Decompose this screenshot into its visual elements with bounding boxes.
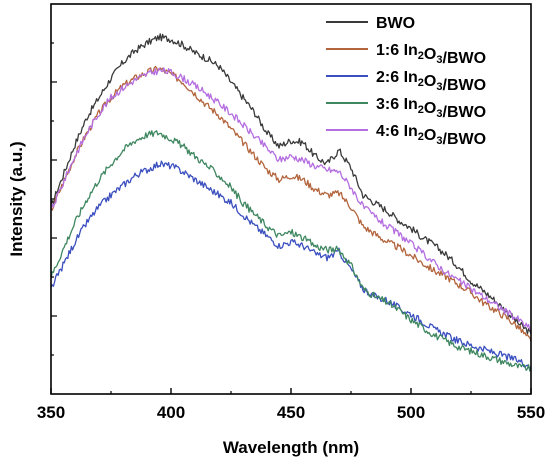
x-axis-ticks: 350 400 450 500 550 bbox=[37, 388, 545, 422]
legend-label-5: 4:6 In2O3/BWO bbox=[376, 123, 486, 148]
series-line-3 bbox=[50, 160, 532, 369]
legend-label-2: 1:6 In2O3/BWO bbox=[376, 42, 486, 67]
series-line-2 bbox=[50, 65, 532, 342]
x-axis-label: Wavelength (nm) bbox=[223, 438, 359, 457]
series-line-1 bbox=[50, 33, 532, 335]
legend-label-3: 2:6 In2O3/BWO bbox=[376, 69, 486, 94]
y-axis-label: Intensity (a.u.) bbox=[7, 141, 26, 256]
legend-label-1: BWO bbox=[376, 15, 415, 32]
x-tick-label: 500 bbox=[397, 403, 425, 422]
x-tick-label: 350 bbox=[37, 403, 65, 422]
y-axis-ticks bbox=[51, 42, 57, 356]
legend-label-4: 3:6 In2O3/BWO bbox=[376, 96, 486, 121]
x-tick-label: 400 bbox=[157, 403, 185, 422]
x-tick-label: 550 bbox=[517, 403, 545, 422]
series-line-4 bbox=[50, 130, 532, 372]
series-line-5 bbox=[50, 67, 531, 331]
x-tick-label: 450 bbox=[277, 403, 305, 422]
plot-lines bbox=[50, 33, 532, 372]
